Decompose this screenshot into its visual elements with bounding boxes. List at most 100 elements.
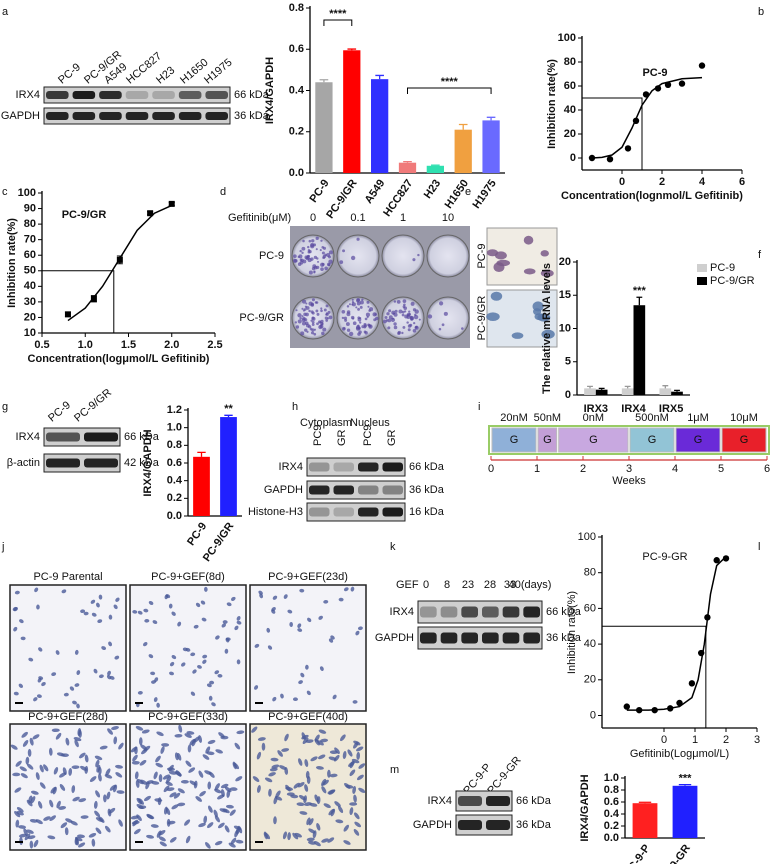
lane-label: PC-9/GR [72,387,114,425]
cell [16,811,24,816]
cell [352,700,358,704]
cell [214,815,221,823]
y-tick-label: 40 [584,638,596,650]
data-point [698,649,705,657]
colony [356,237,360,241]
cell [317,754,326,760]
cell [71,785,76,794]
cell [292,697,298,702]
legend-swatch [697,264,707,272]
colony [319,249,322,252]
colony [366,315,369,319]
colony [355,326,361,331]
cell [32,734,40,740]
cell [51,672,57,676]
colony [359,300,364,305]
colony [398,309,403,314]
blot-band [309,485,330,495]
cell [41,681,46,687]
cell [224,648,229,654]
data-point [651,706,658,714]
cell [19,619,24,624]
drug-label: G [543,434,552,446]
size-label: 66 kDa [516,795,552,807]
colony [366,300,370,304]
cell [310,756,318,762]
cell [108,641,113,647]
plate [336,234,380,278]
colony [355,306,358,309]
cell [12,606,18,611]
size-label: 66 kDa [409,461,445,473]
cell [18,833,27,838]
blot-band [502,632,520,644]
colony [375,316,379,321]
cell [101,646,107,651]
size-label: 16 kDa [409,506,445,518]
day-label: 40(days) [509,579,552,591]
cell [292,832,299,840]
cell [315,765,324,770]
cell [136,803,144,810]
cell [144,619,150,623]
cell [56,800,61,809]
blot-band [486,796,510,806]
cell [275,790,281,798]
row-label: β-actin [7,457,40,469]
cell [299,811,308,815]
cell [151,680,157,684]
cell [22,740,29,747]
blot-band [178,112,202,120]
cell [181,662,186,667]
colony [357,316,361,320]
x-tick-label: PC-9 [308,178,332,205]
cell [148,654,154,659]
colony [306,330,309,333]
legend-label: PC-9/GR [710,275,755,287]
cell [61,589,67,594]
cell [215,749,223,754]
cell [115,764,123,769]
data-point [713,557,720,564]
cell [214,840,223,846]
cell [63,692,69,697]
micrograph-label: PC-9+GEF(40d) [268,711,348,723]
cell [532,301,544,312]
day-label: 23 [462,579,474,591]
cell [195,602,201,608]
cell [221,623,226,628]
bar [595,389,608,395]
y-tick-label: 0 [590,709,596,721]
cell [178,724,183,733]
cell [91,838,96,847]
cell [285,784,291,792]
y-tick-label: 0.4 [604,808,620,820]
row-label: PC-9 [476,243,488,268]
y-tick-label: 0.2 [604,820,619,832]
error-bar [598,387,605,390]
y-tick-label: 100 [558,32,576,44]
cell [297,628,303,632]
cell [56,752,65,757]
cell [72,700,77,705]
cell [323,600,329,604]
cell [157,797,162,806]
cell [234,742,241,750]
cell [135,726,144,731]
colony [397,330,401,335]
row-label: PC-9 [259,250,284,262]
size-label: 36 kDa [516,819,552,831]
cell [298,680,303,685]
colony [311,323,315,327]
colony [321,251,325,255]
day-label: 28 [484,579,496,591]
x-tick-label: 3 [626,463,632,475]
blot-band [84,432,118,442]
colony [311,298,315,302]
colony [320,323,323,327]
x-tick-label: 1.0 [78,339,93,351]
cell [287,832,291,841]
colony [348,331,354,337]
y-axis-label: Inhibition rate(%) [6,218,18,308]
drug-label: G [740,434,749,446]
